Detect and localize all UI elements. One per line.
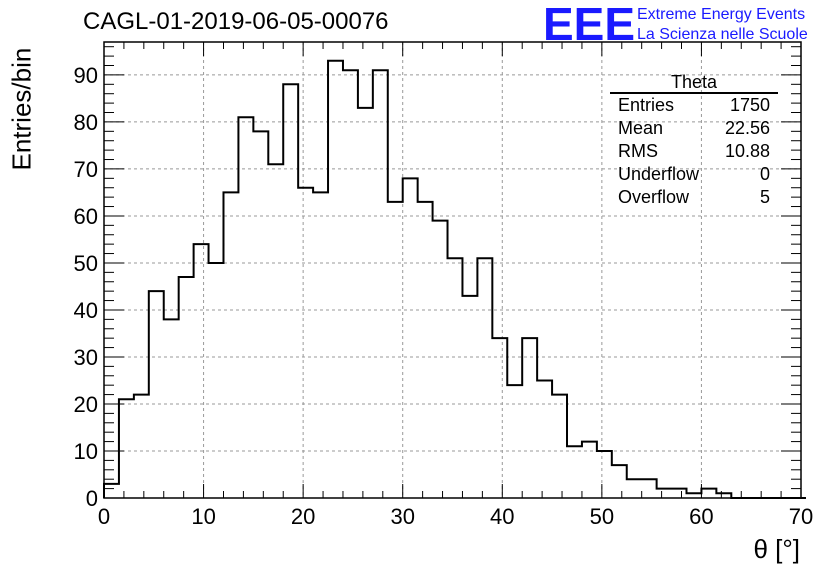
histogram-bin: [403, 178, 418, 498]
histogram-bin: [627, 479, 642, 498]
stats-label: Mean: [618, 118, 664, 138]
y-tick-label: 50: [74, 251, 98, 276]
histogram-bin: [701, 489, 716, 498]
histogram-bin: [492, 338, 507, 498]
chart-title: CAGL-01-2019-06-05-00076: [83, 8, 389, 35]
histogram-bin: [373, 70, 388, 498]
histogram-bin: [119, 399, 134, 498]
histogram-bin: [537, 380, 552, 498]
stats-value: 0: [759, 164, 770, 184]
histogram-bin: [582, 442, 597, 498]
histogram-bin: [477, 258, 492, 498]
histogram-bin: [612, 465, 627, 498]
stats-row-mean: Mean 22.56: [610, 117, 778, 140]
x-tick-label: 10: [191, 504, 215, 529]
histogram-bin: [358, 108, 373, 498]
stats-row-entries: Entries 1750: [610, 94, 778, 117]
x-tick-label: 40: [490, 504, 514, 529]
histogram-bin: [462, 296, 477, 498]
histogram-bin: [104, 484, 119, 498]
x-tick-label: 0: [98, 504, 110, 529]
histogram-bin: [298, 188, 313, 498]
stats-row-rms: RMS 10.88: [610, 140, 778, 163]
axis-ticks: [103, 42, 802, 499]
histogram-bin: [194, 244, 209, 498]
histogram-bin: [179, 277, 194, 498]
logo-subtitle-1: Extreme Energy Events: [637, 6, 806, 23]
histogram-bin: [328, 61, 343, 498]
y-tick-label: 40: [74, 298, 98, 323]
x-tick-label: 30: [390, 504, 414, 529]
histogram-bin: [283, 84, 298, 498]
histogram-bin: [552, 395, 567, 498]
logo-subtitle-2: La Scienza nelle Scuole: [637, 26, 808, 43]
stats-label: RMS: [618, 141, 658, 161]
histogram-bin: [268, 164, 283, 498]
stats-title: Theta: [610, 72, 778, 94]
histogram-bin: [657, 489, 672, 498]
stats-label: Overflow: [618, 187, 690, 207]
plot-frame: [103, 41, 802, 499]
stats-value: 1750: [729, 95, 770, 115]
stats-label: Underflow: [618, 164, 700, 184]
histogram-bin: [313, 192, 328, 498]
y-tick-label: 90: [74, 63, 98, 88]
y-tick-label: 70: [74, 157, 98, 182]
stats-box: Theta Entries 1750 Mean 22.56 RMS 10.88 …: [610, 72, 778, 209]
y-tick-label: 60: [74, 204, 98, 229]
y-tick-label: 0: [86, 486, 98, 511]
histogram-bin: [388, 202, 403, 498]
y-tick-label: 10: [74, 439, 98, 464]
histogram-bin: [672, 489, 687, 498]
histogram-bin: [343, 70, 358, 498]
histogram-bin: [567, 446, 582, 498]
y-tick-label: 80: [74, 110, 98, 135]
histogram-bin: [149, 291, 164, 498]
y-tick-label: 20: [74, 392, 98, 417]
histogram-bin: [642, 479, 657, 498]
x-tick-label: 20: [291, 504, 315, 529]
stats-row-underflow: Underflow 0: [610, 163, 778, 186]
histogram-bin: [507, 385, 522, 498]
x-tick-label: 60: [689, 504, 713, 529]
histogram-outline: [103, 59, 806, 499]
histogram-bin: [418, 202, 433, 498]
stats-value: 10.88: [724, 141, 770, 161]
x-tick-label: 50: [590, 504, 614, 529]
stats-value: 5: [759, 187, 770, 207]
histogram-bin: [223, 192, 238, 498]
stats-value: 22.56: [724, 118, 770, 138]
histogram-bin: [253, 131, 268, 498]
eee-logo: EEE: [543, 0, 636, 50]
histogram-bin: [448, 258, 463, 498]
y-axis-label: Entries/bin: [6, 47, 37, 171]
stats-label: Entries: [618, 95, 675, 115]
stats-row-overflow: Overflow 5: [610, 186, 778, 209]
histogram-bin: [522, 338, 537, 498]
histogram-bin: [597, 451, 612, 498]
histogram-bin: [433, 221, 448, 498]
grid-lines: [104, 42, 801, 498]
histogram-bin: [209, 263, 224, 498]
histogram-bin: [164, 319, 179, 498]
histogram-bin: [134, 395, 149, 498]
x-tick-label: 70: [789, 504, 813, 529]
histogram-bin: [238, 117, 253, 498]
y-tick-label: 30: [74, 345, 98, 370]
x-axis-label: θ [°]: [753, 534, 800, 564]
